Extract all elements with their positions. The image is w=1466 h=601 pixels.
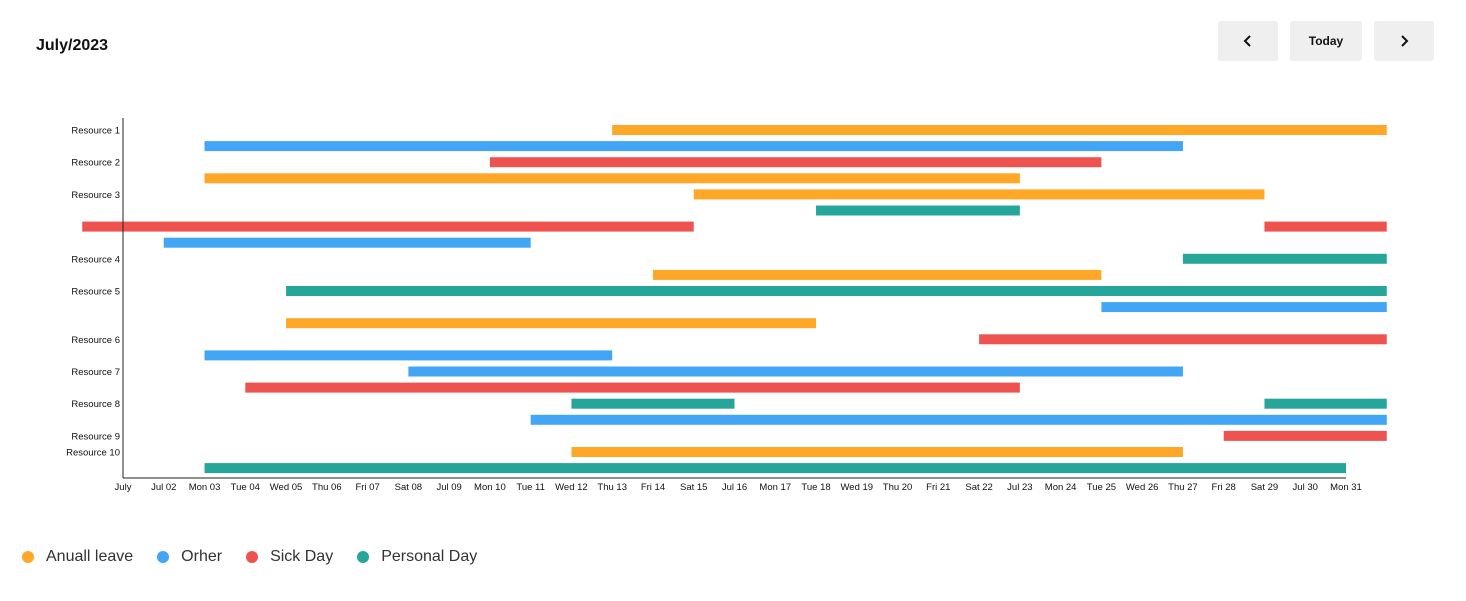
legend-label: Sick Day <box>270 548 334 565</box>
gantt-bar[interactable] <box>286 318 817 329</box>
legend-label: Personal Day <box>381 548 478 565</box>
gantt-bar[interactable] <box>530 414 1387 425</box>
gantt-bar[interactable] <box>693 189 1265 200</box>
legend-item[interactable]: Orher <box>157 548 222 566</box>
x-axis-tick-label: Mon 03 <box>189 482 221 493</box>
x-axis-tick-label: Fri 21 <box>926 482 950 493</box>
gantt-bar[interactable] <box>571 398 735 409</box>
legend-dot-icon <box>22 551 34 563</box>
x-axis-tick-label: Thu 06 <box>312 482 342 493</box>
next-month-button[interactable] <box>1374 21 1434 61</box>
x-axis-tick-label: Mon 24 <box>1045 482 1077 493</box>
legend-dot-icon <box>357 551 370 563</box>
x-axis-tick-label: Wed 19 <box>841 482 874 493</box>
y-axis-label: Resource 8 <box>71 399 120 410</box>
gantt-bar[interactable] <box>204 141 1183 152</box>
gantt-bar[interactable] <box>82 221 694 232</box>
y-axis-label: Resource 10 <box>66 448 120 459</box>
gantt-bar[interactable] <box>163 237 531 248</box>
gantt-chart: Resource 1 Resource 2 Resource 3 Resource 4… <box>66 118 1387 493</box>
y-axis-label: Resource 1 <box>71 126 120 137</box>
y-axis-label: Resource 6 <box>71 335 120 346</box>
legend-item[interactable]: Sick Day <box>246 548 333 566</box>
gantt-bar[interactable] <box>571 447 1183 457</box>
legend-dot-icon <box>157 551 170 563</box>
gantt-bar[interactable] <box>816 205 1020 216</box>
x-axis-tick-label: Sat 08 <box>395 482 422 493</box>
x-axis-tick-label: Thu 13 <box>597 482 627 493</box>
gantt-bar[interactable] <box>489 157 1102 168</box>
x-axis-tick-label: Fri 07 <box>355 482 379 493</box>
x-axis-tick-label: Tue 04 <box>231 482 260 493</box>
y-axis-label: Resource 2 <box>71 158 120 169</box>
chevron-right-icon <box>1401 35 1409 47</box>
x-axis-tick-label: Tue 25 <box>1087 482 1116 493</box>
previous-month-button[interactable] <box>1218 21 1278 61</box>
x-axis-tick-label: Wed 26 <box>1126 482 1159 493</box>
gantt-bar[interactable] <box>204 463 1347 474</box>
x-axis-tick-label: Sat 29 <box>1251 482 1278 493</box>
y-axis-label: Resource 5 <box>71 287 120 298</box>
x-axis-tick-label: Thu 27 <box>1168 482 1198 493</box>
x-axis-tick-label: July <box>115 482 132 493</box>
gantt-bar[interactable] <box>408 366 1183 377</box>
legend-item[interactable]: Anuall leave <box>22 548 133 566</box>
gantt-bar[interactable] <box>612 125 1387 135</box>
gantt-bar[interactable] <box>1264 221 1387 232</box>
x-axis-tick-label: Mon 31 <box>1330 482 1362 493</box>
y-axis-label: Resource 4 <box>71 254 120 265</box>
page-title: July/2023 <box>36 37 109 54</box>
gantt-bar[interactable] <box>979 334 1387 345</box>
x-axis-tick-label: Jul 30 <box>1293 482 1318 493</box>
x-axis-tick-label: Jul 16 <box>722 482 747 493</box>
x-axis-tick-label: Sat 22 <box>965 482 992 493</box>
x-axis-tick-label: Mon 17 <box>759 482 791 493</box>
legend-dot-icon <box>246 551 259 563</box>
today-button[interactable]: Today <box>1290 21 1362 61</box>
x-axis-tick-label: Wed 12 <box>555 482 588 493</box>
gantt-bar[interactable] <box>1264 398 1387 409</box>
x-axis-tick-label: Fri 14 <box>641 482 665 493</box>
x-axis-tick-label: Jul 23 <box>1007 482 1032 493</box>
x-axis-tick-label: Jul 02 <box>151 482 176 493</box>
x-axis-tick-label: Jul 09 <box>436 482 461 493</box>
legend-label: Anuall leave <box>46 548 134 565</box>
y-axis-label: Resource 9 <box>71 431 120 442</box>
chevron-left-icon <box>1243 35 1251 47</box>
gantt-bar[interactable] <box>245 382 1020 393</box>
y-axis-label: Resource 7 <box>71 367 120 378</box>
x-axis-tick-label: Tue 18 <box>801 482 830 493</box>
gantt-bar[interactable] <box>652 269 1102 280</box>
legend-item[interactable]: Personal Day <box>357 548 477 566</box>
gantt-bar[interactable] <box>204 350 613 361</box>
y-axis-label: Resource 3 <box>71 190 120 201</box>
x-axis-tick-label: Tue 11 <box>516 482 545 493</box>
chart-legend: Anuall leave Orher Sick Day Personal Day <box>22 548 501 566</box>
gantt-bar[interactable] <box>286 286 1387 296</box>
x-axis-tick-label: Fri 28 <box>1212 482 1236 493</box>
x-axis-tick-label: Mon 10 <box>474 482 506 493</box>
legend-label: Orher <box>181 548 223 565</box>
gantt-bar[interactable] <box>1182 253 1387 264</box>
gantt-bar[interactable] <box>204 173 1020 184</box>
gantt-bar[interactable] <box>1223 430 1387 441</box>
x-axis-tick-label: Wed 05 <box>270 482 303 493</box>
x-axis-tick-label: Thu 20 <box>883 482 913 493</box>
gantt-bar[interactable] <box>1101 302 1387 313</box>
x-axis-tick-label: Sat 15 <box>680 482 707 493</box>
